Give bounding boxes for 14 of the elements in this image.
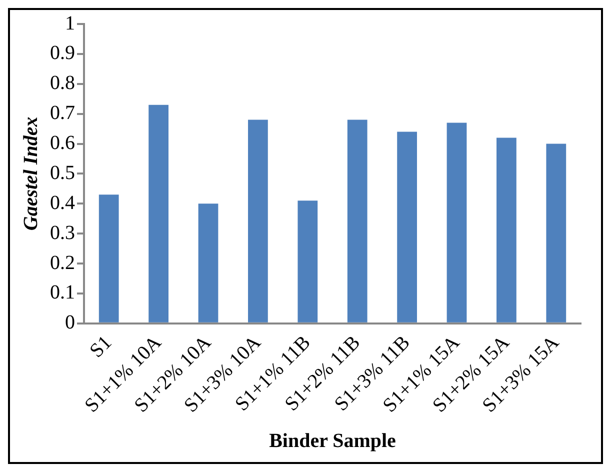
y-tick-label: 0.5 xyxy=(50,162,75,184)
y-tick-label: 0.4 xyxy=(50,192,75,214)
y-axis-title: Gaestel Index xyxy=(20,116,42,231)
y-tick-label: 0.2 xyxy=(50,252,75,274)
x-axis-title: Binder Sample xyxy=(269,430,396,452)
y-tick-label: 0.7 xyxy=(50,102,75,124)
y-tick-label: 0.8 xyxy=(50,72,75,94)
y-tick-label: 0.6 xyxy=(50,132,75,154)
y-tick-label: 0 xyxy=(65,312,75,334)
y-tick-label: 0.1 xyxy=(50,282,75,304)
x-tick-label: S1 xyxy=(86,332,116,362)
y-tick-label: 0.9 xyxy=(50,42,75,64)
y-tick-label: 1 xyxy=(65,12,75,34)
y-tick-label: 0.3 xyxy=(50,222,75,244)
